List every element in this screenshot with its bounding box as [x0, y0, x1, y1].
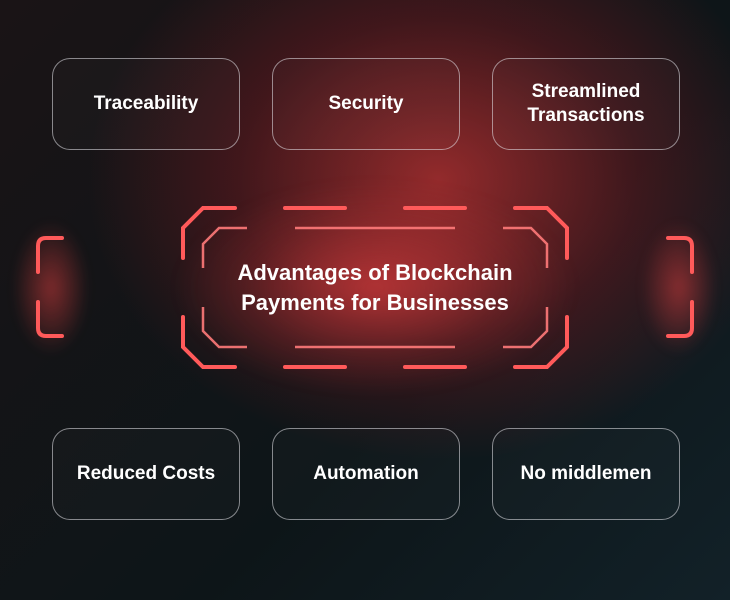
card-label: Traceability	[94, 92, 199, 116]
side-bracket-left-icon	[32, 232, 66, 342]
advantage-card-streamlined: Streamlined Transactions	[492, 58, 680, 150]
hero-title: Advantages of Blockchain Payments for Bu…	[235, 258, 515, 317]
card-label: Security	[329, 92, 404, 116]
advantage-card-traceability: Traceability	[52, 58, 240, 150]
advantage-card-reduced-costs: Reduced Costs	[52, 428, 240, 520]
advantage-card-no-middlemen: No middlemen	[492, 428, 680, 520]
advantage-card-security: Security	[272, 58, 460, 150]
side-bracket-right-icon	[664, 232, 698, 342]
card-label: Streamlined Transactions	[507, 80, 665, 128]
card-label: Automation	[313, 462, 419, 486]
card-label: Reduced Costs	[77, 462, 215, 486]
advantage-card-automation: Automation	[272, 428, 460, 520]
card-label: No middlemen	[521, 462, 652, 486]
infographic-stage: Traceability Security Streamlined Transa…	[0, 0, 730, 600]
center-hero: Advantages of Blockchain Payments for Bu…	[175, 200, 575, 375]
